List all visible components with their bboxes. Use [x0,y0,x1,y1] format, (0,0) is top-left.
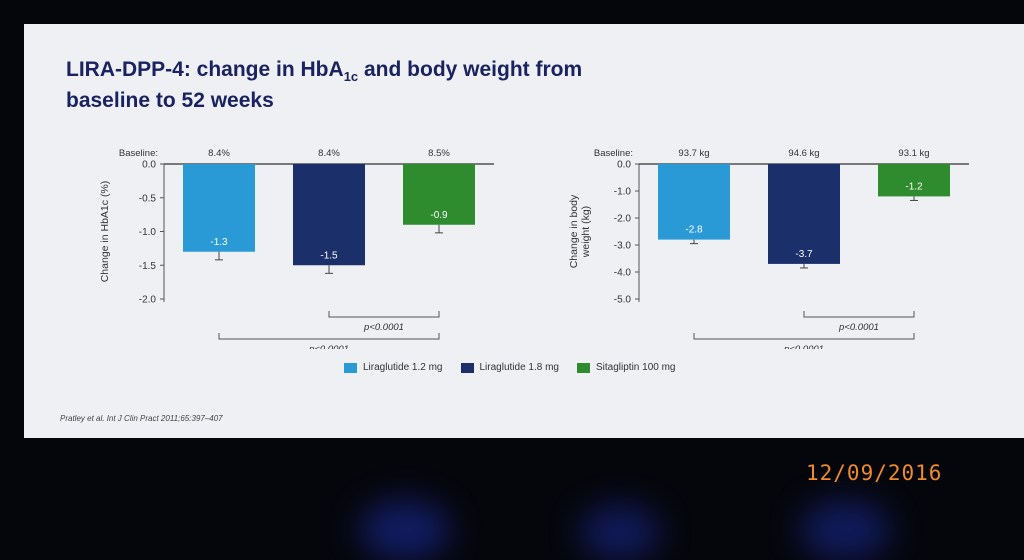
bar [658,164,730,240]
bar-value-label: -1.3 [210,237,228,248]
bar-value-label: -1.5 [320,250,338,261]
y-tick-label: -0.5 [139,193,157,204]
title-subscript: 1c [343,69,359,85]
y-tick-label: 0.0 [617,160,631,171]
baseline-label: Baseline: [594,148,633,159]
y-tick-label: -2.0 [139,295,157,306]
bar [878,164,950,197]
significance-bracket [693,333,915,340]
y-axis-label: Change in body [568,194,580,268]
legend-item: Liraglutide 1.8 mg [460,362,560,373]
bar-value-label: -3.7 [795,249,813,260]
bar-value-label: -0.9 [430,210,448,221]
projection-screen: LIRA-DPP-4: change in HbA1c and body wei… [24,24,1024,438]
y-tick-label: -1.5 [139,261,157,272]
baseline-value: 8.4% [318,148,340,159]
citation: Pratley et al. Int J Clin Pract 2011;65:… [60,414,223,423]
bar-value-label: -2.8 [685,225,703,236]
y-axis-label: weight (kg) [580,206,592,258]
slide-title: LIRA-DPP-4: change in HbA1c and body wei… [66,58,582,113]
stage-light-3 [800,500,890,560]
legend: Liraglutide 1.2 mg Liraglutide 1.8 mg Si… [344,362,676,373]
legend-label: Liraglutide 1.8 mg [479,362,560,373]
baseline-value: 93.1 kg [898,148,929,159]
photo-timestamp: 12/09/2016 [806,461,943,485]
y-tick-label: 0.0 [142,160,156,171]
significance-bracket [218,333,440,340]
significance-bracket [328,311,440,318]
p-value-label: p<0.0001 [783,344,824,349]
significance-bracket [803,311,915,318]
bar [293,164,365,266]
title-text-1: LIRA-DPP-4: change in HbA [66,58,344,81]
y-tick-label: -4.0 [614,268,632,279]
y-tick-label: -3.0 [614,241,632,252]
legend-swatch [577,362,590,373]
legend-item: Liraglutide 1.2 mg [344,362,443,373]
legend-swatch [460,362,474,373]
stage-light-2 [580,505,660,560]
p-value-label: p<0.0001 [363,322,404,333]
stage-light-1 [360,500,450,560]
y-tick-label: -1.0 [614,187,632,198]
bar [403,164,475,225]
legend-label: Sitagliptin 100 mg [596,362,676,373]
baseline-value: 93.7 kg [678,148,709,159]
bar [768,164,840,264]
baseline-value: 8.5% [428,148,450,159]
baseline-value: 8.4% [208,148,230,159]
y-tick-label: -2.0 [614,214,632,225]
legend-swatch [344,362,357,373]
p-value-label: p<0.0001 [838,322,879,333]
bar [183,164,255,252]
weight-chart: 0.0 -1.0 -2.0 -3.0 -4.0 -5.0 Change in body wei… [568,148,969,349]
y-tick-label: -1.0 [139,227,157,238]
bar-value-label: -1.2 [905,181,923,192]
title-text-3: baseline to 52 weeks [66,89,274,113]
p-value-label: p<0.0001 [308,344,349,349]
hba1c-chart: 0.0 -0.5 -1.0 -1.5 -2.0 Change in HbA1c (%) Ba… [99,148,494,349]
title-text-2: and body weight from [358,58,583,81]
legend-item: Sitagliptin 100 mg [577,362,676,373]
baseline-label: Baseline: [119,148,158,159]
legend-label: Liraglutide 1.2 mg [363,362,443,373]
y-axis-label: Change in HbA1c (%) [99,181,111,283]
y-tick-label: -5.0 [614,295,632,306]
baseline-value: 94.6 kg [788,148,819,159]
